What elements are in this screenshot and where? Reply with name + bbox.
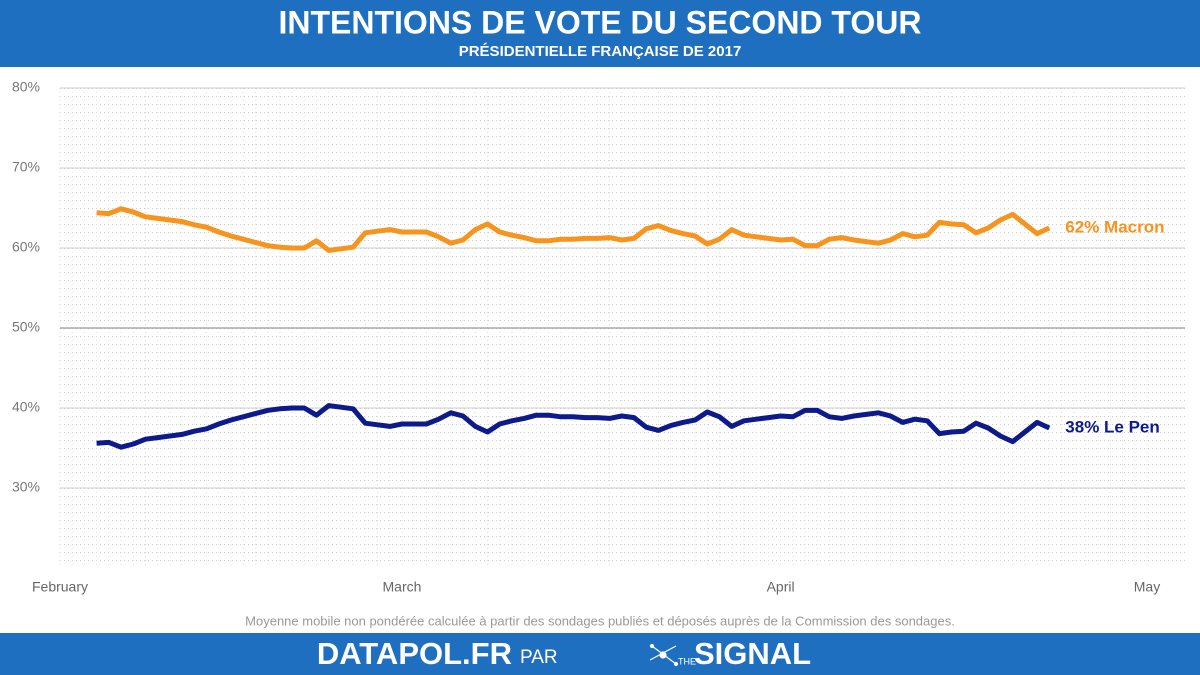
footer-brand: DATAPOL.FR [317, 636, 512, 671]
chart-subtitle: PRÉSIDENTIELLE FRANÇAISE DE 2017 [459, 43, 742, 60]
series-end-label: 38% Le Pen [1065, 417, 1160, 436]
y-tick-label: 50% [12, 319, 40, 335]
y-tick-label: 30% [12, 479, 40, 495]
x-tick-label: February [32, 579, 88, 595]
footer-by: PAR [520, 647, 558, 668]
x-tick-label: April [767, 579, 795, 595]
chart-title: INTENTIONS DE VOTE DU SECOND TOUR [278, 4, 921, 40]
series-line [96, 206, 1051, 253]
series-line [96, 403, 1051, 450]
signal-logo-icon [649, 643, 679, 667]
plot: 62% Macron 38% Le Pen [96, 206, 1164, 450]
y-tick-label: 80% [12, 79, 40, 95]
y-tick-label: 60% [12, 239, 40, 255]
footer-band [0, 633, 1200, 675]
y-tick-label: 70% [12, 159, 40, 175]
footer-logo: SIGNAL [694, 636, 811, 671]
footer-logo-small: THE [678, 656, 696, 666]
grid [59, 87, 1185, 568]
series-end-label: 62% Macron [1065, 217, 1164, 236]
y-tick-label: 40% [12, 399, 40, 415]
x-tick-label: March [383, 579, 422, 595]
note: Moyenne mobile non pondérée calculée à p… [245, 613, 955, 628]
x-tick-label: May [1134, 579, 1160, 595]
header-band [0, 0, 1200, 67]
